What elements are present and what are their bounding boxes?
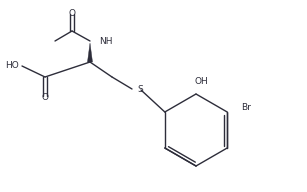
Text: Br: Br: [241, 103, 251, 113]
Text: HO: HO: [5, 61, 19, 70]
Text: S: S: [137, 84, 143, 94]
Text: O: O: [41, 93, 49, 102]
Text: O: O: [68, 8, 76, 17]
Polygon shape: [87, 43, 92, 62]
Text: NH: NH: [99, 36, 112, 46]
Text: OH: OH: [194, 78, 208, 87]
